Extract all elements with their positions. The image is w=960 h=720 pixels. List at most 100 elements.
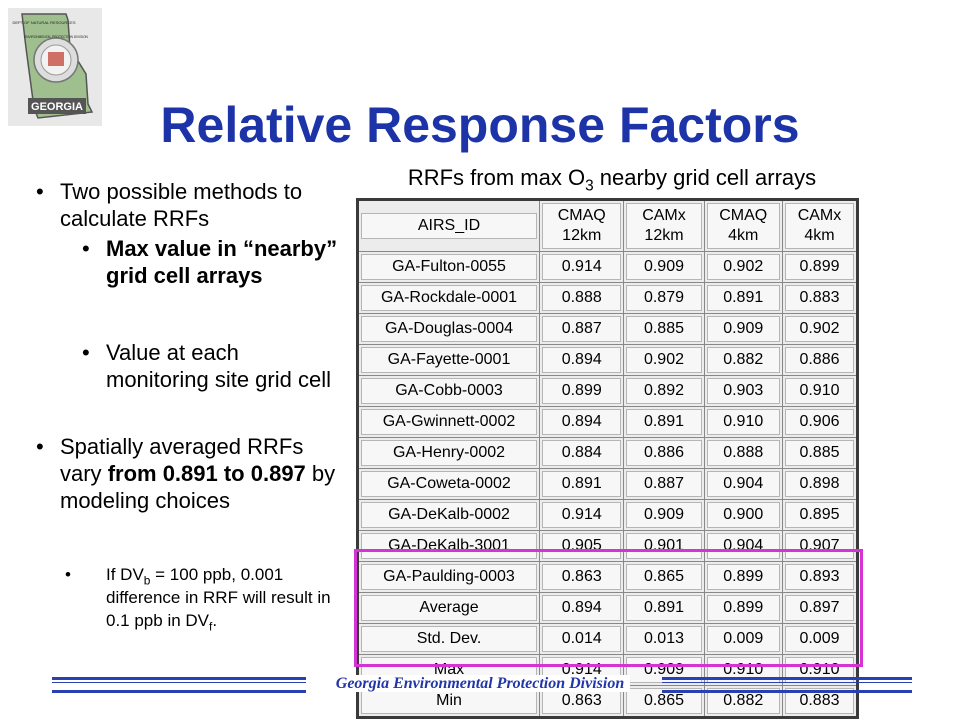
georgia-epd-logo: GEORGIA DEPT OF NATURAL RESOURCES ENVIRO…	[8, 8, 102, 126]
cell-text: 0.894	[542, 595, 622, 621]
subscript-b: b	[143, 573, 151, 588]
sub-bullet-max-value-text: Max value in “nearby” grid cell arrays	[106, 236, 338, 288]
rrf-value-cell: 0.882	[703, 344, 783, 376]
cell-text: 0.899	[706, 564, 780, 590]
logo-epd-text: ENVIRONMENTAL PROTECTION DIVISION	[24, 35, 88, 39]
table-caption-pre: RRFs from max O	[407, 165, 586, 190]
site-id-cell: GA-Fulton-0055	[357, 251, 540, 283]
rrf-value-cell: 0.902	[781, 313, 859, 345]
header-cell-text: CMAQ 4km	[706, 203, 780, 249]
cell-text: GA-Douglas-0004	[361, 316, 537, 342]
rrf-value-cell: 0.909	[623, 251, 705, 283]
footer-text: Georgia Environmental Protection Divisio…	[0, 674, 960, 694]
cell-text: 0.903	[706, 378, 780, 404]
rrf-value-cell: 0.902	[703, 251, 783, 283]
site-id-cell: GA-Coweta-0002	[357, 468, 540, 500]
cell-text: 0.894	[542, 347, 622, 373]
cell-text: 0.902	[784, 316, 854, 342]
site-id-cell: GA-Douglas-0004	[357, 313, 540, 345]
table-row: GA-Rockdale-0001 0.888 0.879 0.891 0.883	[357, 282, 859, 314]
cell-text: 0.906	[784, 409, 854, 435]
cell-text: 0.879	[626, 285, 702, 311]
cell-text: 0.863	[542, 688, 622, 714]
sub-bullet-dv-note-a: If DV	[106, 565, 144, 584]
rrf-value-cell: 0.904	[703, 468, 783, 500]
rrf-value-cell: 0.865	[623, 561, 705, 593]
table-body: GA-Fulton-0055 0.914 0.909 0.902 0.899 GA-Roc…	[357, 251, 859, 718]
rrf-value-cell: 0.898	[781, 468, 859, 500]
table-row: GA-Paulding-0003 0.863 0.865 0.899 0.893	[357, 561, 859, 593]
site-id-cell: GA-DeKalb-0002	[357, 499, 540, 531]
cell-text: 0.865	[626, 564, 702, 590]
rrf-value-cell: 0.899	[703, 561, 783, 593]
site-id-cell: GA-Paulding-0003	[357, 561, 540, 593]
header-cmaq-12km: CMAQ 12km	[538, 199, 625, 252]
cell-text: 0.891	[542, 471, 622, 497]
cell-text: GA-Gwinnett-0002	[361, 409, 537, 435]
rrf-value-cell: 0.903	[703, 375, 783, 407]
rrf-value-cell: 0.883	[781, 282, 859, 314]
rrf-value-cell: 0.895	[781, 499, 859, 531]
cell-text: 0.895	[784, 502, 854, 528]
rrf-value-cell: 0.905	[538, 530, 625, 562]
cell-text: 0.009	[784, 626, 854, 652]
cell-text: GA-Henry-0002	[361, 440, 537, 466]
cell-text: GA-Fulton-0055	[361, 254, 537, 280]
table-row: GA-Douglas-0004 0.887 0.885 0.909 0.902	[357, 313, 859, 345]
bullet-spatial-average-post: by modeling choices	[60, 461, 336, 513]
rrf-value-cell: 0.910	[781, 375, 859, 407]
cell-text: 0.886	[784, 347, 854, 373]
slide-title: Relative Response Factors	[160, 97, 800, 153]
table-caption-post: nearby grid cell arrays	[593, 165, 817, 190]
rrf-value-cell: 0.891	[623, 592, 705, 624]
table-caption-sub: 3	[585, 177, 594, 195]
table-row: GA-Henry-0002 0.884 0.886 0.888 0.885	[357, 437, 859, 469]
rrf-value-cell: 0.891	[623, 406, 705, 438]
bullet-dot-icon: •	[82, 236, 90, 261]
cell-text: 0.910	[784, 378, 854, 404]
rrf-value-cell: 0.894	[538, 344, 625, 376]
cell-text: 0.909	[626, 254, 702, 280]
cell-text: 0.885	[784, 440, 854, 466]
rrf-value-cell: 0.886	[781, 344, 859, 376]
cell-text: GA-Fayette-0001	[361, 347, 537, 373]
subscript-f: f	[209, 619, 213, 634]
cell-text: 0.014	[542, 626, 622, 652]
cell-text: 0.887	[626, 471, 702, 497]
rrf-value-cell: 0.900	[703, 499, 783, 531]
site-id-cell: GA-Gwinnett-0002	[357, 406, 540, 438]
site-id-cell: GA-Rockdale-0001	[357, 282, 540, 314]
rrf-value-cell: 0.909	[623, 499, 705, 531]
cell-text: 0.900	[706, 502, 780, 528]
table-row: Min 0.863 0.865 0.882 0.883	[357, 685, 859, 718]
footer-rule-left	[52, 677, 306, 693]
rrf-value-cell: 0.901	[623, 530, 705, 562]
table-row: Max 0.914 0.909 0.910 0.910	[357, 654, 859, 686]
cell-text: 0.882	[706, 347, 780, 373]
rrf-value-cell: 0.885	[623, 313, 705, 345]
cell-text: 0.898	[784, 471, 854, 497]
rrf-value-cell: 0.893	[781, 561, 859, 593]
sub-bullet-dv-note-b: = 100 ppb, 0.001 difference in RRF will …	[106, 565, 331, 630]
rrf-value-cell: 0.009	[703, 623, 783, 655]
cell-text: 0.013	[626, 626, 702, 652]
cell-text: 0.899	[542, 378, 622, 404]
cell-text: 0.909	[626, 502, 702, 528]
rrf-value-cell: 0.899	[538, 375, 625, 407]
rrf-value-cell: 0.914	[538, 499, 625, 531]
site-id-cell: GA-Fayette-0001	[357, 344, 540, 376]
table-caption: RRFs from max O3 nearby grid cell arrays	[362, 164, 862, 195]
cell-text: 0.891	[706, 285, 780, 311]
bullet-spatial-average-pre: Spatially averaged RRFs vary	[60, 434, 304, 486]
rrf-value-cell: 0.902	[623, 344, 705, 376]
sub-bullet-site-value: • Value at each monitoring site grid cel…	[82, 339, 341, 393]
bullet-dot-icon: •	[65, 565, 71, 584]
cell-text: 0.884	[542, 440, 622, 466]
site-id-cell: Std. Dev.	[357, 623, 540, 655]
rrf-value-cell: 0.887	[538, 313, 625, 345]
header-cmaq-4km: CMAQ 4km	[703, 199, 783, 252]
rrf-value-cell: 0.863	[538, 561, 625, 593]
cell-text: 0.893	[784, 564, 854, 590]
cell-text: 0.883	[784, 285, 854, 311]
sub-bullet-site-value-text: Value at each monitoring site grid cell	[106, 340, 331, 392]
